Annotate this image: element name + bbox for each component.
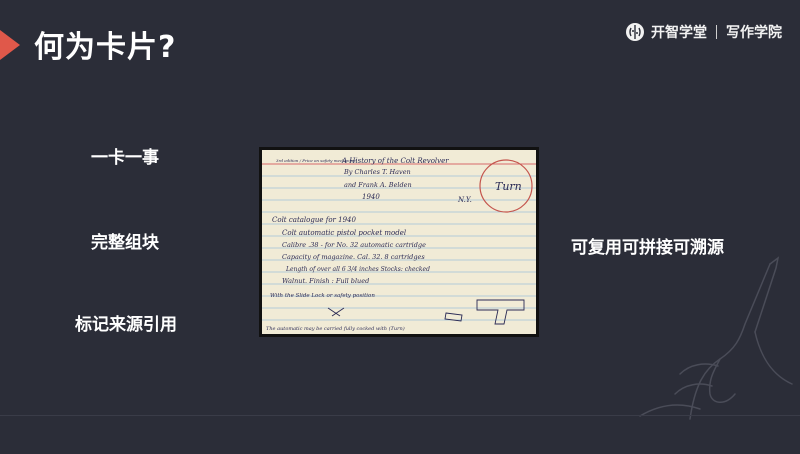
card-header-5: N.Y. [457, 196, 472, 204]
left-item-2: 完整组块 [91, 233, 159, 253]
brand-name: 开智学堂 [651, 25, 707, 41]
card-line-4: Capacity of magazine. Cal. 32. 8 cartrid… [282, 253, 425, 261]
index-card-drawing: Turn 3rd edition / Price on safety mecha… [262, 157, 536, 332]
card-line-7: With the Slide Lock or safety position [270, 293, 375, 299]
card-corner-note: 3rd edition / Price on safety mechanism [276, 158, 357, 163]
right-item: 可复用可拼接可溯源 [571, 238, 724, 258]
card-line-3: Calibre .38 - for No. 32 automatic cartr… [282, 241, 426, 249]
index-card-image: Turn 3rd edition / Price on safety mecha… [259, 147, 539, 337]
hand-writing-illustration [639, 256, 793, 420]
brain-icon [626, 23, 644, 41]
left-item-1: 一卡一事 [91, 148, 159, 168]
left-item-3: 标记来源引用 [75, 315, 177, 335]
card-line-1: Colt catalogue for 1940 [272, 216, 356, 224]
card-header-2: By Charles T. Haven [343, 168, 411, 176]
accent-triangle [0, 30, 20, 60]
pistol-sketch [327, 299, 525, 325]
card-stamp: Turn [495, 180, 522, 193]
card-line-8: The automatic may be carried fully cocke… [266, 325, 405, 332]
brand-sub: 写作学院 [726, 25, 782, 41]
divider [0, 415, 800, 416]
card-line-5: Length of over all 6 3/4 inches Stocks: … [285, 266, 430, 273]
index-card: Turn 3rd edition / Price on safety mecha… [262, 150, 536, 334]
card-line-6: Walnut. Finish : Full blued [282, 277, 369, 285]
page-title: 何为卡片? [34, 30, 177, 65]
card-header-1: A History of the Colt Revolver [341, 157, 449, 165]
brand: 开智学堂 写作学院 [625, 21, 782, 43]
brand-separator [716, 25, 717, 39]
card-line-2: Colt automatic pistol pocket model [282, 229, 406, 237]
card-header-3: and Frank A. Belden [344, 181, 412, 189]
card-header-4: 1940 [362, 193, 380, 201]
